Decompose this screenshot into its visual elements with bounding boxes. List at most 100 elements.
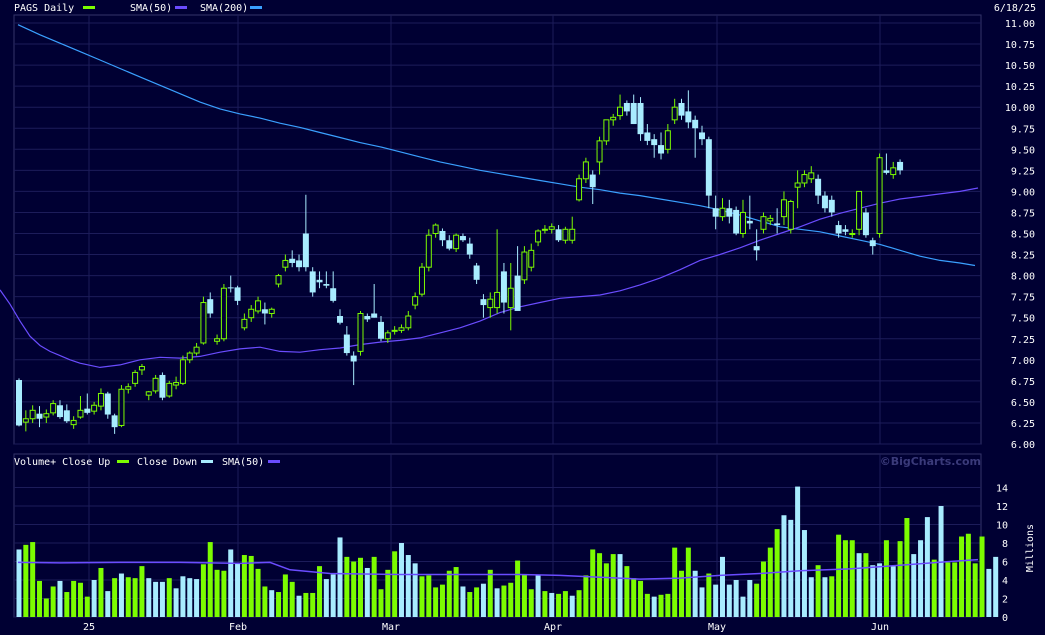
candle	[56, 400, 63, 419]
price-tick-label: 11.00	[1005, 19, 1035, 30]
volume-bar	[412, 563, 418, 617]
x-tick-label: Jun	[871, 622, 889, 633]
volume-panel	[16, 486, 999, 617]
legend-swatch-volume-up	[117, 460, 129, 463]
volume-bar	[815, 565, 821, 617]
volume-bar	[433, 587, 439, 617]
candle-body-down	[862, 212, 869, 236]
candle	[302, 194, 309, 272]
candle-body-up	[432, 224, 439, 235]
price-tick-label: 10.75	[1005, 40, 1035, 51]
candle	[664, 124, 671, 154]
candle-body-down	[835, 225, 842, 234]
volume-bar	[180, 576, 186, 617]
candle	[897, 159, 904, 175]
volume-bar	[733, 580, 739, 617]
volume-bar	[460, 586, 466, 617]
candle-body-up	[214, 338, 221, 342]
volume-bar	[105, 591, 111, 617]
candle	[125, 383, 132, 394]
volume-bar	[474, 587, 480, 617]
candle-body-up	[186, 352, 193, 361]
volume-bar	[91, 580, 97, 617]
volume-bar	[706, 573, 712, 617]
candle	[384, 330, 391, 343]
volume-bar	[139, 566, 145, 617]
candle	[541, 225, 548, 234]
volume-bar	[289, 581, 295, 617]
legend-label-volume-sma50: SMA(50)	[222, 457, 264, 468]
volume-bar	[50, 586, 56, 617]
volume-bar	[30, 542, 36, 617]
volume-bar	[603, 563, 609, 617]
candle-body-up	[22, 418, 29, 423]
volume-bar	[713, 584, 719, 617]
volume-bar	[801, 530, 807, 617]
volume-bar	[679, 570, 685, 617]
candle	[138, 364, 145, 375]
volume-bar	[747, 580, 753, 617]
volume-bar	[726, 584, 732, 617]
volume-bar	[248, 555, 254, 617]
candle-body-up	[255, 300, 262, 312]
candle	[132, 369, 139, 387]
candle	[16, 378, 22, 427]
volume-bar	[467, 592, 473, 617]
price-tick-label: 10.00	[1005, 103, 1035, 114]
candle-body-down	[309, 271, 316, 293]
volume-bar	[453, 567, 459, 617]
candle	[548, 223, 555, 234]
candle	[658, 132, 665, 160]
legend-label-close-down: Close Down	[137, 457, 197, 468]
candle-body-down	[466, 243, 473, 255]
candle	[753, 229, 760, 261]
candle	[350, 351, 357, 386]
candle	[507, 262, 514, 331]
candle	[193, 342, 200, 356]
candle-body-up	[569, 228, 576, 241]
volume-bar	[890, 566, 896, 617]
candle-body-up	[145, 391, 152, 396]
date-stamp: 6/18/25	[994, 3, 1036, 14]
price-tick-label: 7.25	[1011, 335, 1035, 346]
candle	[828, 195, 835, 217]
volume-bar	[112, 578, 118, 617]
candle	[459, 233, 466, 242]
candle	[337, 309, 344, 325]
legend-swatch-pags-daily	[83, 6, 95, 9]
volume-bar	[583, 575, 589, 617]
volume-bar	[57, 580, 63, 617]
volume-bar	[945, 562, 951, 617]
candle	[248, 305, 255, 322]
candle-body-down	[459, 236, 466, 241]
candle	[111, 413, 118, 434]
candle-body-up	[166, 382, 173, 397]
candle	[159, 372, 166, 401]
x-tick-label: Mar	[382, 622, 400, 633]
volume-bar	[760, 561, 766, 617]
volume-bar	[836, 534, 842, 617]
legend-swatch-close-down	[201, 460, 213, 463]
candle	[500, 262, 507, 314]
candle-body-up	[200, 302, 207, 344]
volume-bar	[241, 555, 247, 617]
candle	[84, 393, 91, 415]
candle-body-up	[767, 217, 774, 222]
volume-tick-label: 0	[1002, 613, 1008, 624]
x-tick-label: May	[708, 622, 726, 633]
volume-bar	[200, 564, 206, 617]
volume-bar	[692, 570, 698, 617]
candle	[856, 190, 863, 236]
candle-body-down	[897, 161, 904, 171]
candle	[890, 161, 897, 179]
candle	[371, 284, 378, 318]
candle	[876, 153, 883, 238]
price-legend: PAGS Daily SMA(50) SMA(200)	[14, 3, 262, 14]
candle-body-down	[733, 209, 740, 234]
price-tick-label: 10.50	[1005, 61, 1035, 72]
volume-bar	[214, 569, 220, 617]
candle	[391, 326, 398, 335]
candle	[29, 405, 36, 423]
volume-bar	[166, 578, 172, 617]
volume-bar	[617, 554, 623, 617]
